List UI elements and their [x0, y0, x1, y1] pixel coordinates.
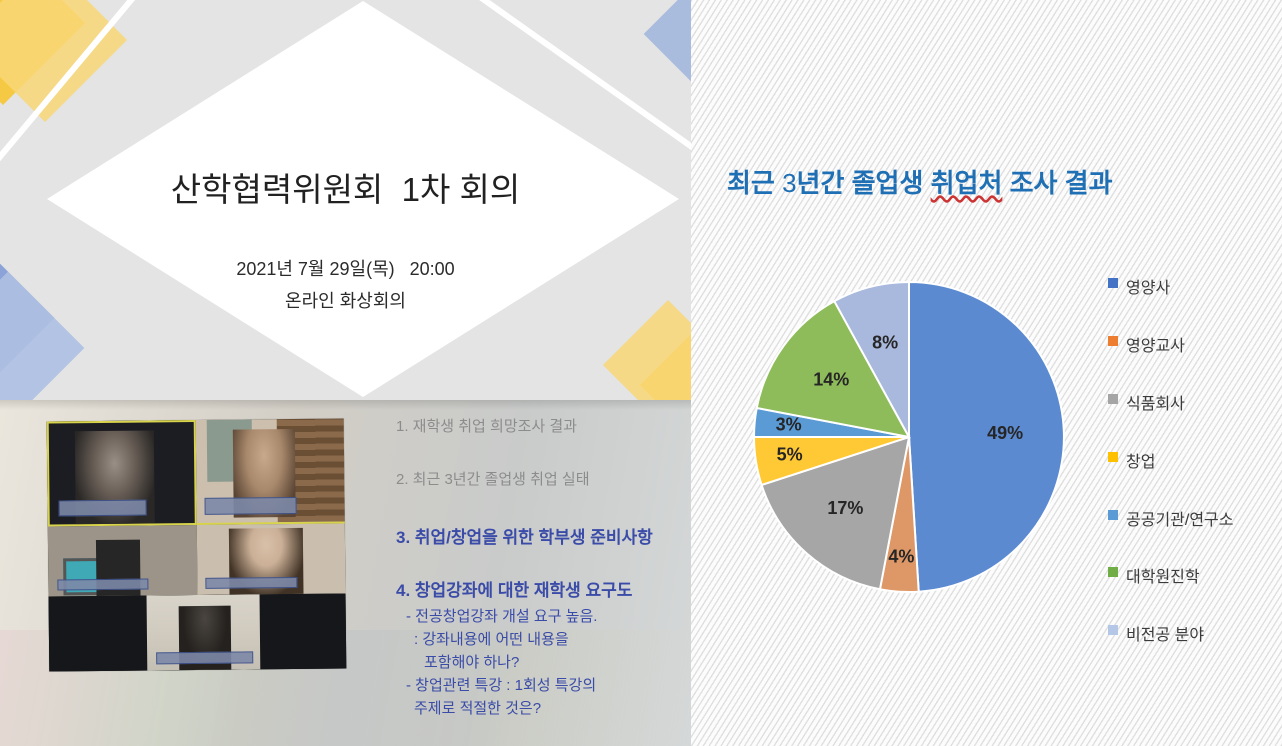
svg-text:3%: 3% — [776, 414, 802, 434]
svg-text:14%: 14% — [813, 369, 849, 389]
svg-text:5%: 5% — [777, 445, 803, 465]
svg-text:8%: 8% — [872, 333, 898, 353]
svg-text:4%: 4% — [888, 546, 914, 566]
svg-text:17%: 17% — [827, 498, 863, 518]
svg-text:49%: 49% — [987, 423, 1023, 443]
